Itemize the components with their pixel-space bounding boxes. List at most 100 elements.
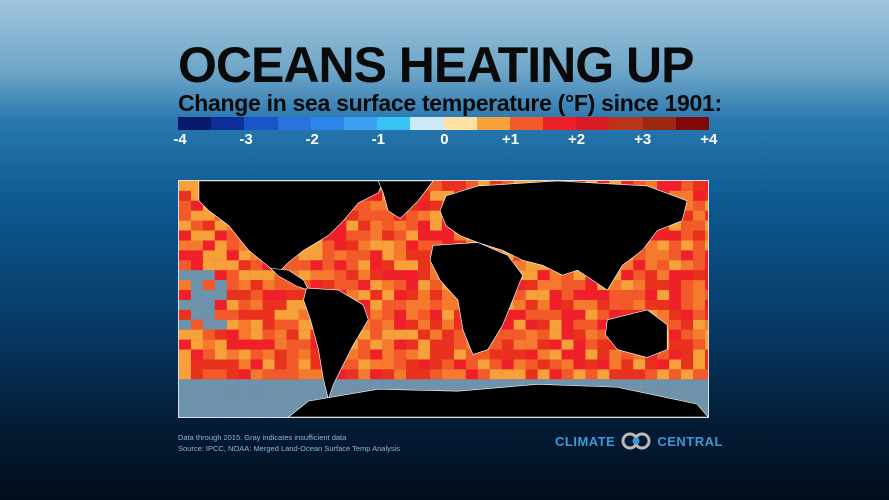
ocean-cell (549, 359, 562, 370)
ocean-cell (298, 359, 311, 370)
ocean-cell (513, 309, 526, 320)
ocean-cell (358, 270, 371, 281)
ocean-cell (382, 260, 395, 271)
ocean-cell (525, 280, 538, 291)
ocean-cell (262, 299, 275, 310)
ocean-cell (274, 399, 287, 410)
legend-swatch (509, 117, 544, 130)
ocean-cell (262, 399, 275, 410)
ocean-cell (238, 339, 251, 350)
ocean-cell (669, 359, 682, 370)
ocean-cell (202, 250, 215, 261)
logo-text-left: CLIMATE (555, 433, 616, 449)
ocean-cell (310, 359, 323, 370)
ocean-cell (394, 280, 407, 291)
ocean-cell (226, 329, 239, 340)
ocean-cell (226, 359, 239, 370)
ocean-cell (537, 290, 550, 300)
ocean-cell (418, 250, 431, 261)
ocean-cell (202, 299, 215, 310)
ocean-cell (430, 349, 443, 360)
ocean-cell (573, 319, 586, 330)
ocean-cell (262, 339, 275, 350)
legend-tick-label: 0 (440, 131, 449, 148)
ocean-cell (274, 369, 287, 380)
ocean-cell (477, 359, 490, 370)
ocean-cell (179, 399, 191, 410)
ocean-cell (418, 200, 431, 211)
ocean-cell (501, 339, 514, 350)
ocean-cell (214, 399, 227, 410)
ocean-cell (382, 220, 395, 231)
ocean-cell (274, 299, 287, 310)
ocean-cell (693, 190, 706, 201)
ocean-cell (262, 309, 275, 320)
ocean-cell (394, 379, 407, 390)
ocean-cell (250, 290, 263, 300)
ocean-cell (430, 309, 443, 320)
north-america (198, 181, 384, 273)
ocean-cell (310, 280, 323, 291)
ocean-cell (669, 240, 682, 251)
legend-swatch (576, 117, 610, 130)
ocean-cell (693, 240, 706, 251)
ocean-cell (609, 349, 622, 360)
ocean-cell (418, 210, 431, 221)
ocean-cell (346, 210, 359, 221)
ocean-cell (226, 409, 239, 417)
ocean-cell (681, 230, 694, 241)
ocean-cell (274, 409, 287, 417)
ocean-cell (334, 280, 347, 291)
ocean-cell (657, 290, 670, 300)
ocean-cell (238, 359, 251, 370)
ocean-cell (537, 369, 550, 380)
ocean-cell (202, 409, 215, 417)
ocean-cell (226, 240, 239, 251)
ocean-cell (430, 299, 443, 310)
ocean-cell (442, 290, 454, 300)
ocean-cell (406, 379, 419, 390)
ocean-cell (609, 299, 622, 310)
continents (198, 181, 708, 417)
ocean-cell (298, 369, 311, 380)
legend-swatch (675, 117, 709, 130)
ocean-cell (179, 181, 191, 191)
ocean-cell (202, 379, 215, 390)
ocean-cell (525, 369, 538, 380)
legend-swatch (310, 117, 344, 130)
ocean-cell (645, 299, 658, 310)
australia (605, 309, 668, 358)
ocean-cell (394, 319, 407, 330)
ocean-cell (214, 220, 227, 231)
ocean-cell (190, 280, 203, 291)
ocean-cell (561, 349, 574, 360)
ocean-cell (202, 230, 215, 241)
ocean-cell (382, 290, 395, 300)
ocean-cell (250, 319, 263, 330)
ocean-cell (322, 280, 335, 291)
ocean-cell (370, 379, 383, 390)
ocean-cell (370, 359, 383, 370)
ocean-cell (585, 339, 598, 350)
ocean-cell (489, 359, 502, 370)
ocean-cell (609, 280, 622, 291)
ocean-cell (418, 319, 431, 330)
ocean-cell (705, 260, 708, 271)
ocean-cell (250, 399, 263, 410)
ocean-cell (286, 299, 299, 310)
ocean-cell (322, 260, 335, 271)
ocean-cell (202, 399, 215, 410)
ocean-cell (406, 280, 419, 291)
ocean-cell (358, 349, 371, 360)
ocean-cell (513, 260, 526, 271)
ocean-cell (406, 309, 419, 320)
ocean-cell (525, 359, 538, 370)
ocean-cell (394, 309, 407, 320)
ocean-cell (370, 319, 383, 330)
ocean-cell (597, 319, 610, 330)
ocean-cell (693, 280, 706, 291)
ocean-cell (573, 299, 586, 310)
ocean-cell (669, 260, 682, 271)
legend-tick-label: -1 (371, 131, 385, 148)
ocean-cell (406, 369, 419, 380)
